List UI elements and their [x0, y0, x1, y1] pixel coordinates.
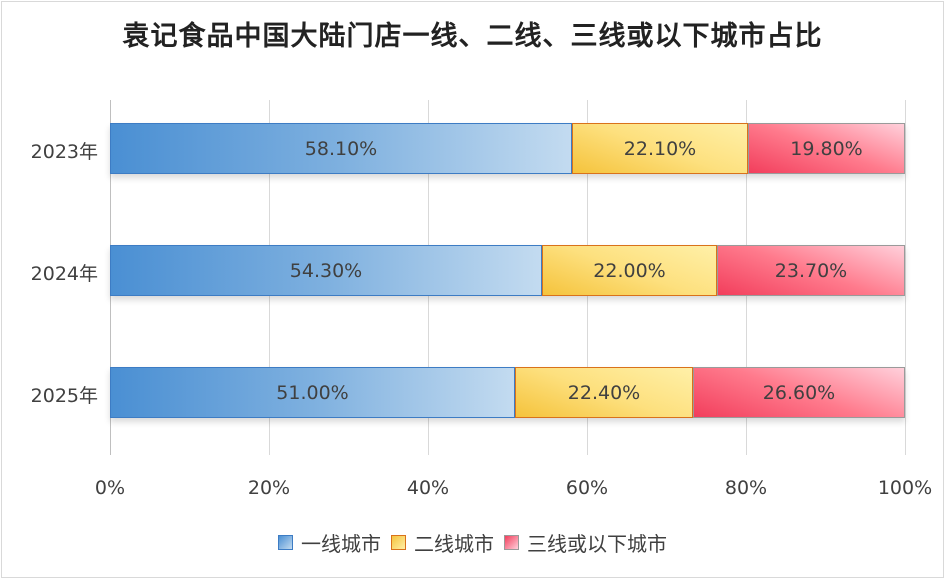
bar-2025: 51.00% 22.40% 26.60%: [110, 367, 905, 418]
segment-tier1: 51.00%: [110, 367, 515, 418]
x-tick-40: 40%: [406, 477, 450, 499]
segment-tier2: 22.00%: [542, 245, 717, 296]
segment-tier2: 22.10%: [572, 123, 748, 174]
legend-item-tier1[interactable]: 一线城市: [278, 528, 381, 557]
gridline-100: [905, 100, 906, 455]
segment-tier1: 54.30%: [110, 245, 542, 296]
chart-title: 袁记食品中国大陆门店一线、二线、三线或以下城市占比: [122, 21, 823, 52]
x-tick-60: 60%: [565, 477, 609, 499]
legend-item-tier2[interactable]: 二线城市: [391, 528, 494, 557]
legend-label: 二线城市: [414, 532, 494, 556]
segment-tier3: 19.80%: [748, 123, 905, 174]
segment-tier1: 58.10%: [110, 123, 572, 174]
legend-label: 三线或以下城市: [527, 532, 667, 556]
segment-tier3: 26.60%: [693, 367, 905, 418]
y-label-2023: 2023年: [30, 141, 98, 163]
x-tick-20: 20%: [247, 477, 291, 499]
y-label-2025: 2025年: [30, 385, 98, 407]
segment-tier2: 22.40%: [515, 367, 693, 418]
legend-swatch-red-icon: [504, 535, 519, 550]
legend-swatch-yellow-icon: [391, 535, 406, 550]
y-label-2024: 2024年: [30, 263, 98, 285]
bar-2023: 58.10% 22.10% 19.80%: [110, 123, 905, 174]
bar-2024: 54.30% 22.00% 23.70%: [110, 245, 905, 296]
legend-item-tier3[interactable]: 三线或以下城市: [504, 528, 667, 557]
x-tick-0: 0%: [94, 477, 126, 499]
x-tick-100: 100%: [877, 477, 933, 499]
segment-tier3: 23.70%: [717, 245, 905, 296]
x-tick-80: 80%: [724, 477, 768, 499]
legend-swatch-blue-icon: [278, 535, 293, 550]
legend-label: 一线城市: [301, 532, 381, 556]
legend: 一线城市 二线城市 三线或以下城市: [0, 528, 945, 557]
